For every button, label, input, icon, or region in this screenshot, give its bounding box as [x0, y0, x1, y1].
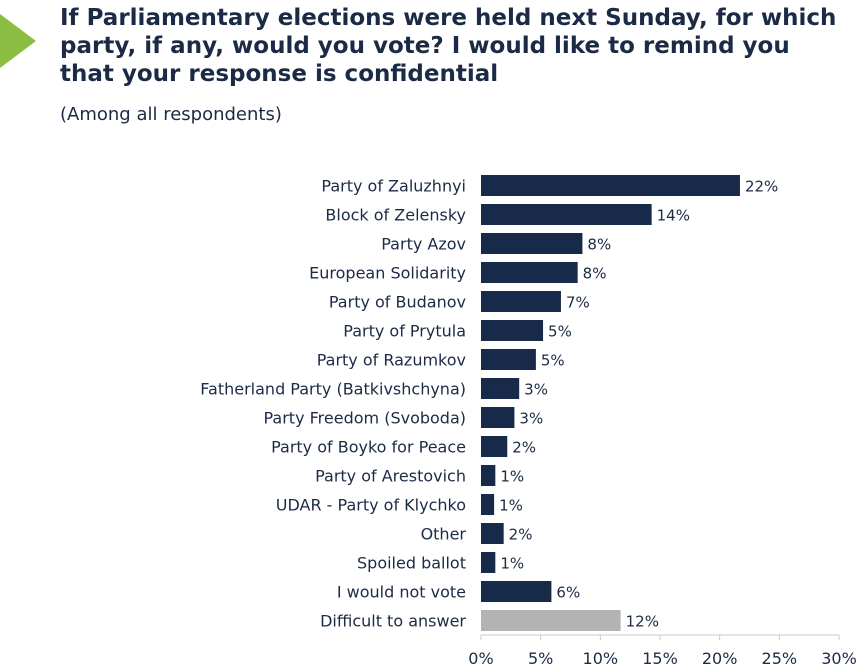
category-label: Block of Zelensky — [325, 206, 466, 225]
category-label: Party of Budanov — [329, 293, 466, 312]
x-tick-label: 20% — [702, 649, 738, 668]
value-label: 6% — [556, 584, 580, 602]
x-tick-label: 30% — [821, 649, 857, 668]
category-label: Party Azov — [381, 235, 466, 254]
category-label: Fatherland Party (Batkivshchyna) — [200, 380, 466, 399]
value-label: 14% — [657, 207, 690, 225]
bars-group: Party of Zaluzhnyi 22% Block of Zelensky 14… — [200, 175, 778, 631]
chart-title: If Parliamentary elections were held nex… — [60, 5, 837, 87]
value-label: 2% — [509, 526, 533, 544]
value-label: 7% — [566, 294, 590, 312]
header-arrow-icon — [0, 14, 36, 68]
bar — [481, 465, 496, 486]
bar — [481, 349, 536, 370]
value-label: 1% — [500, 555, 524, 573]
value-label: 5% — [541, 352, 565, 370]
value-label: 5% — [548, 323, 572, 341]
category-label: UDAR - Party of Klychko — [276, 496, 466, 515]
x-axis: 0% 5% 10% 15% 20% 25% 30% — [468, 634, 857, 668]
x-tick-label: 10% — [583, 649, 619, 668]
bar — [481, 552, 496, 573]
category-label: Difficult to answer — [320, 612, 466, 631]
bar — [481, 610, 621, 631]
bar — [481, 523, 504, 544]
bar — [481, 378, 520, 399]
category-label: Party of Zaluzhnyi — [321, 177, 466, 196]
value-label: 3% — [524, 381, 548, 399]
x-tick-label: 5% — [528, 649, 553, 668]
value-label: 2% — [512, 439, 536, 457]
value-label: 12% — [626, 613, 659, 631]
bar — [481, 175, 740, 196]
category-label: I would not vote — [337, 583, 466, 602]
category-label: Party of Razumkov — [317, 351, 466, 370]
value-label: 1% — [500, 468, 524, 486]
value-label: 8% — [583, 265, 607, 283]
bar — [481, 436, 508, 457]
bar — [481, 291, 561, 312]
bar — [481, 320, 544, 341]
bar — [481, 494, 495, 515]
category-label: Party of Boyko for Peace — [271, 438, 466, 457]
bar — [481, 233, 583, 254]
category-label: European Solidarity — [309, 264, 466, 283]
category-label: Party of Prytula — [343, 322, 466, 341]
category-label: Spoiled ballot — [357, 554, 466, 573]
value-label: 8% — [587, 236, 611, 254]
chart-subtitle: (Among all respondents) — [60, 104, 282, 125]
x-tick-label: 25% — [762, 649, 798, 668]
category-label: Party Freedom (Svoboda) — [263, 409, 466, 428]
bar — [481, 204, 652, 225]
x-tick-label: 15% — [642, 649, 678, 668]
bar — [481, 262, 578, 283]
value-label: 1% — [499, 497, 523, 515]
category-label: Party of Arestovich — [315, 467, 466, 486]
value-label: 3% — [519, 410, 543, 428]
category-label: Other — [421, 525, 467, 544]
x-tick-label: 0% — [468, 649, 493, 668]
value-label: 22% — [745, 178, 778, 196]
bar — [481, 581, 552, 602]
bar — [481, 407, 515, 428]
